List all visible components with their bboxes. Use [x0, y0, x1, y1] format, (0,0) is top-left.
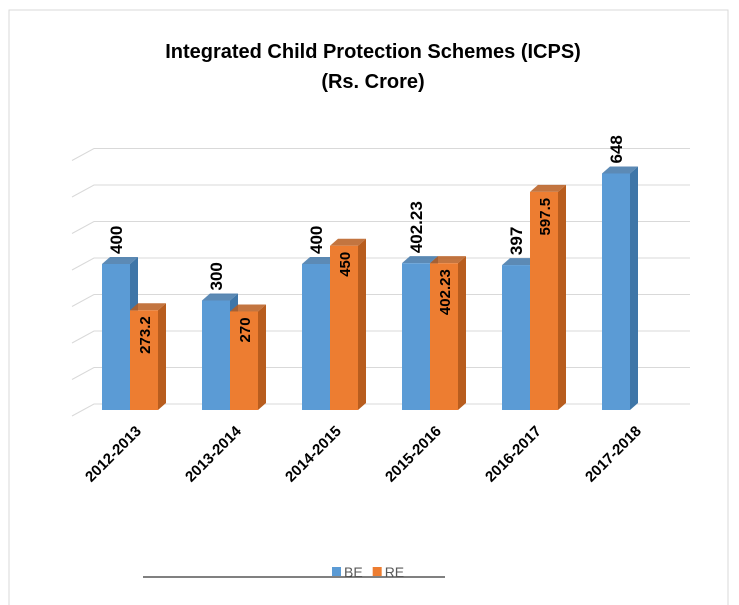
- bar-side: [458, 256, 466, 410]
- grid-line: [71, 367, 690, 380]
- bar-front: [202, 300, 230, 410]
- bar-front: [402, 263, 430, 410]
- data-label: 273.2: [137, 316, 154, 354]
- data-label: 648: [607, 135, 626, 163]
- bar-top: [430, 256, 466, 264]
- bar-top: [330, 238, 366, 246]
- bar-front: [602, 173, 630, 410]
- bar-top: [102, 257, 138, 264]
- grid-line: [71, 148, 690, 161]
- bar-top: [130, 303, 166, 311]
- legend-swatch: [332, 567, 341, 576]
- data-label: 270: [237, 317, 254, 342]
- bar-top: [602, 166, 638, 174]
- bar: [430, 256, 466, 410]
- legend-label: RE: [385, 564, 404, 580]
- bar: [230, 304, 266, 410]
- data-label: 400: [107, 226, 126, 254]
- bar-side: [558, 184, 566, 410]
- bar-side: [630, 166, 638, 410]
- bar: [530, 184, 566, 410]
- grid-line: [71, 330, 690, 344]
- data-label: 400: [307, 226, 326, 254]
- grid-line: [71, 221, 690, 234]
- data-label: 597.5: [537, 198, 554, 236]
- bar-top: [502, 258, 538, 266]
- bar-front: [302, 264, 330, 410]
- bar-top: [302, 257, 338, 264]
- bar-front: [430, 263, 458, 410]
- bar-side: [258, 304, 266, 410]
- data-label: 402.23: [407, 201, 426, 253]
- data-label: 300: [207, 262, 226, 290]
- grid-line: [71, 184, 690, 198]
- bar-front: [330, 245, 358, 410]
- data-label: 397: [507, 227, 526, 255]
- bar-top: [202, 293, 238, 301]
- bar: [602, 166, 638, 410]
- bar-front: [530, 191, 558, 410]
- bar-top: [530, 184, 566, 192]
- grid-line: [71, 294, 690, 307]
- chart-subtitle: (Rs. Crore): [321, 71, 424, 93]
- bar: [130, 303, 166, 410]
- legend-label: BE: [344, 564, 363, 580]
- bar-front: [102, 264, 130, 410]
- bar-side: [358, 238, 366, 410]
- bar-side: [158, 303, 166, 410]
- bar-front: [502, 265, 530, 410]
- grid-line: [71, 257, 690, 271]
- bar-top: [402, 256, 438, 264]
- legend-swatch: [372, 567, 382, 576]
- data-label: 402.23: [437, 269, 454, 315]
- grid-line: [71, 403, 690, 417]
- bar-front: [230, 311, 258, 410]
- bar-front: [130, 310, 158, 410]
- chart-title: Integrated Child Protection Schemes (ICP…: [165, 41, 581, 63]
- bar: [330, 238, 366, 410]
- bar-top: [230, 304, 266, 312]
- data-label: 450: [337, 252, 354, 277]
